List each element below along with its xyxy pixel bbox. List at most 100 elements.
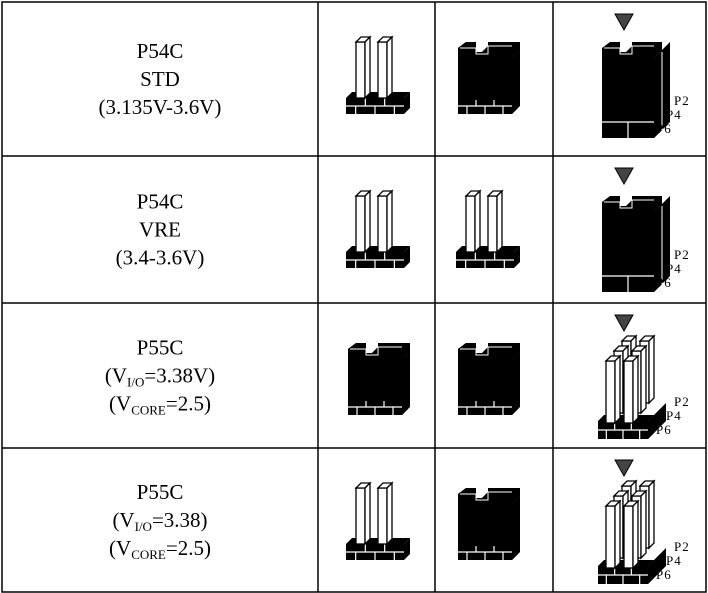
pin: [377, 41, 388, 99]
pin: [377, 487, 388, 545]
jumper-closed3: [602, 167, 670, 292]
cpu-label: (3.4-3.6V): [116, 246, 205, 270]
jumper-closed: [458, 42, 520, 114]
pin-1-marker: [614, 13, 634, 32]
pin: [632, 354, 639, 425]
jumper-open: [346, 189, 410, 268]
pin-label: P2: [674, 539, 690, 554]
pin: [377, 195, 388, 253]
pin: [386, 35, 393, 100]
cpu-label: P54C: [137, 39, 184, 63]
cpu-label: (VCORE=2.5): [109, 536, 211, 562]
jumper-cap: [458, 343, 520, 359]
jumper-closed: [348, 343, 410, 415]
pin-label: P4: [666, 408, 682, 423]
pin: [355, 195, 366, 253]
jumper-open: [456, 189, 520, 268]
label-text: =3.38): [152, 508, 208, 532]
cpu-label: (VI/O=3.38): [112, 508, 207, 534]
label-text: (V: [112, 508, 134, 532]
jumper-cap: [402, 351, 410, 401]
cpu-label: VRE: [139, 218, 181, 242]
pin-base: [648, 548, 666, 584]
pin: [640, 344, 647, 415]
cpu-label: (VCORE=2.5): [109, 392, 211, 418]
pin-base: [648, 403, 666, 439]
jumper-cap: [348, 343, 410, 359]
label-text: (V: [109, 392, 131, 416]
pin: [364, 481, 371, 546]
cpu-label: STD: [140, 67, 180, 91]
pin-1-marker: [614, 167, 634, 186]
jumper-cap: [512, 50, 520, 100]
pin: [496, 189, 503, 254]
pin: [355, 487, 366, 545]
label-subscript: I/O: [135, 519, 152, 534]
jumper-closed3: [602, 13, 670, 138]
jumper-open3: [598, 314, 666, 439]
pin: [465, 195, 476, 253]
pin-label: P2: [674, 247, 690, 262]
pin-label: P2: [674, 394, 690, 409]
jumper-cap: [512, 351, 520, 401]
label-text: =2.5): [166, 536, 211, 560]
pin-label: P4: [666, 107, 682, 122]
cpu-label: P55C: [137, 480, 184, 504]
pin-base: [514, 246, 520, 268]
pin: [386, 481, 393, 546]
label-subscript: CORE: [131, 403, 166, 418]
label-subscript: I/O: [127, 375, 144, 390]
pin: [605, 505, 616, 569]
cap-edge: [460, 346, 512, 356]
cap-edge: [460, 491, 512, 501]
jumper-open: [346, 481, 410, 560]
pin: [364, 35, 371, 100]
pin: [623, 505, 634, 569]
pin-label: P4: [666, 553, 682, 568]
jumper-cap: [512, 496, 520, 546]
cpu-label: P54C: [137, 190, 184, 214]
jumper-closed: [458, 488, 520, 560]
pin-label: P6: [656, 567, 672, 582]
jumper-open: [346, 35, 410, 114]
pin-label: P6: [656, 121, 672, 136]
cpu-label: (3.135V-3.6V): [99, 95, 222, 119]
pin: [614, 499, 621, 570]
pin: [632, 499, 639, 570]
pin: [623, 360, 634, 424]
cap-edge: [604, 45, 654, 55]
pin-base: [404, 538, 410, 560]
cap-edge: [604, 199, 654, 209]
label-subscript: CORE: [131, 547, 166, 562]
pin-1-marker: [614, 459, 634, 478]
pin-label: P4: [666, 261, 682, 276]
pin: [364, 189, 371, 254]
jumper-cap: [458, 58, 512, 100]
cpu-label: (VI/O=3.38V): [105, 364, 215, 390]
pin: [487, 195, 498, 253]
pin-base: [404, 246, 410, 268]
jumper-open3: [598, 459, 666, 584]
pin: [355, 41, 366, 99]
jumper-closed: [458, 343, 520, 415]
label-text: (V: [109, 536, 131, 560]
cap-edge: [460, 45, 512, 55]
pin-label: P2: [674, 93, 690, 108]
pin: [648, 479, 655, 550]
label-text: (V: [105, 364, 127, 388]
cpu-label: P55C: [137, 336, 184, 360]
pin: [648, 334, 655, 405]
jumper-cap: [348, 359, 402, 401]
jumper-cap: [458, 488, 520, 504]
jumper-cap: [458, 359, 512, 401]
pin: [605, 360, 616, 424]
cap-edge: [350, 346, 402, 356]
pin-label: P6: [656, 422, 672, 437]
pin-label: P6: [656, 275, 672, 290]
pin-base: [404, 92, 410, 114]
jumper-cap: [458, 42, 520, 58]
jumper-cap: [458, 504, 512, 546]
label-text: =3.38V): [144, 364, 215, 388]
